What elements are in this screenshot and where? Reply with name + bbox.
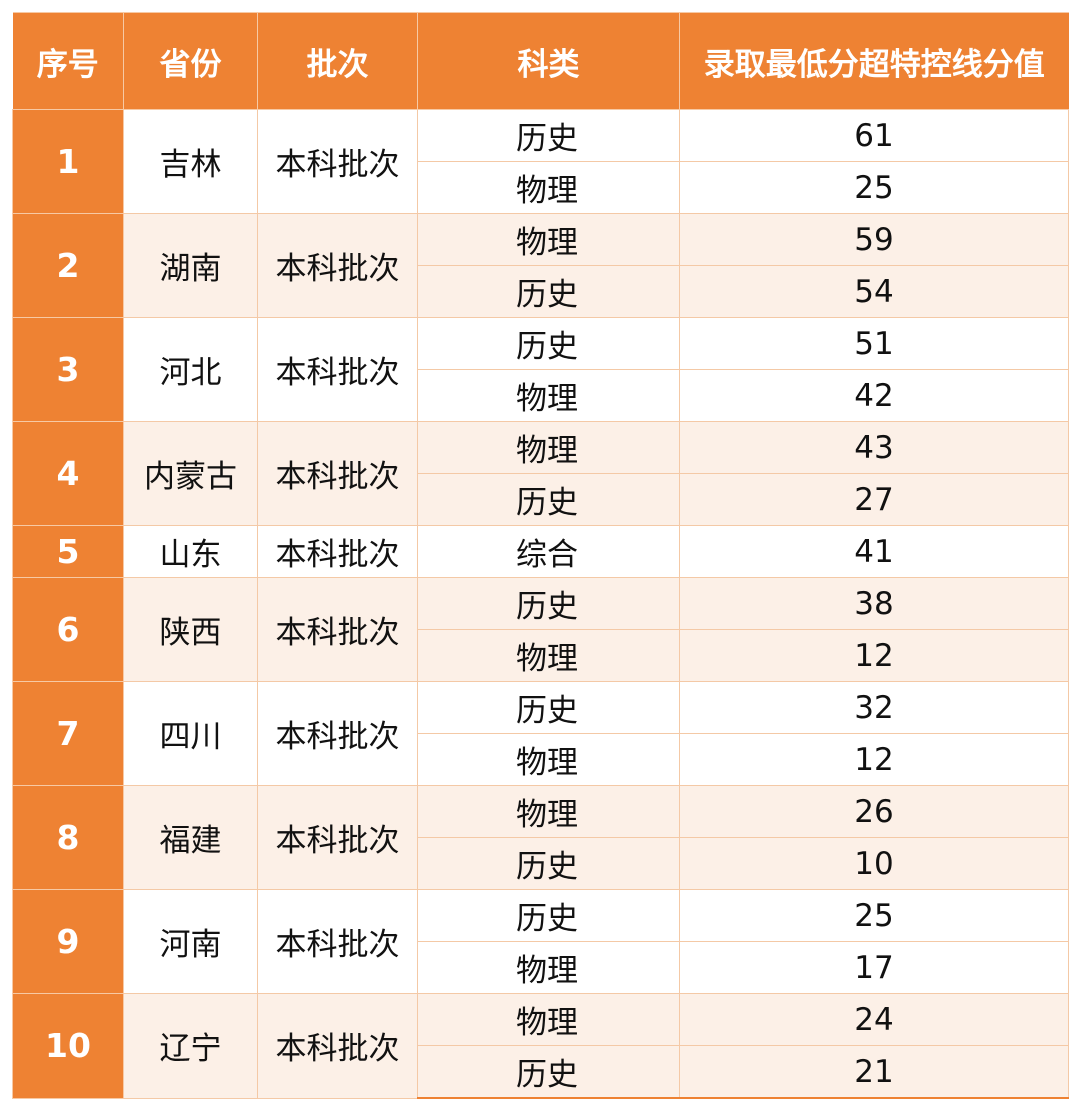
header-province: 省份 bbox=[123, 12, 258, 110]
subject-cell: 物理 bbox=[417, 161, 680, 214]
batch-cell: 本科批次 bbox=[257, 993, 418, 1099]
table-row: 物理 25 bbox=[13, 161, 1069, 214]
province-cell: 山东 bbox=[123, 525, 258, 578]
score-cell: 17 bbox=[679, 941, 1069, 994]
subject-cell: 历史 bbox=[417, 1045, 680, 1099]
subject-cell: 物理 bbox=[417, 733, 680, 786]
batch-cell: 本科批次 bbox=[257, 421, 418, 526]
score-cell: 61 bbox=[679, 109, 1069, 162]
row-index-cell: 7 bbox=[12, 681, 124, 786]
row-index-cell: 3 bbox=[12, 317, 124, 422]
score-cell: 38 bbox=[679, 577, 1069, 630]
province-cell: 陕西 bbox=[123, 577, 258, 682]
score-cell: 25 bbox=[679, 161, 1069, 214]
score-cell: 27 bbox=[679, 473, 1069, 526]
table-row: 物理 42 bbox=[13, 369, 1069, 422]
admission-score-table: 序号 省份 批次 科类 录取最低分超特控线分值 1 吉林 本科批次 历史 61 物理 25 2… bbox=[12, 12, 1069, 1099]
row-index-cell: 4 bbox=[12, 421, 124, 526]
subject-cell: 综合 bbox=[417, 525, 680, 578]
header-index: 序号 bbox=[12, 12, 124, 110]
score-cell: 12 bbox=[679, 629, 1069, 682]
score-cell: 42 bbox=[679, 369, 1069, 422]
score-cell: 41 bbox=[679, 525, 1069, 578]
table-row: 物理 12 bbox=[13, 629, 1069, 682]
score-cell: 43 bbox=[679, 421, 1069, 474]
table-body: 1 吉林 本科批次 历史 61 物理 25 2 湖南 本科批次 物理 59 历史 54 3 河北 本科批次 历史 5… bbox=[12, 109, 1069, 1099]
subject-cell: 历史 bbox=[417, 265, 680, 318]
table-row: 历史 21 bbox=[13, 1045, 1069, 1099]
score-cell: 59 bbox=[679, 213, 1069, 266]
table-row: 3 河北 本科批次 历史 51 bbox=[12, 317, 1069, 422]
province-cell: 辽宁 bbox=[123, 993, 258, 1099]
batch-cell: 本科批次 bbox=[257, 681, 418, 786]
score-cell: 51 bbox=[679, 317, 1069, 370]
table-row: 1 吉林 本科批次 历史 61 bbox=[12, 109, 1069, 214]
row-index-cell: 1 bbox=[12, 109, 124, 214]
subject-cell: 物理 bbox=[417, 941, 680, 994]
batch-cell: 本科批次 bbox=[257, 213, 418, 318]
row-index-cell: 10 bbox=[12, 993, 124, 1099]
subject-cell: 物理 bbox=[417, 993, 680, 1046]
row-index-cell: 2 bbox=[12, 213, 124, 318]
subject-cell: 历史 bbox=[417, 889, 680, 942]
province-cell: 湖南 bbox=[123, 213, 258, 318]
score-cell: 32 bbox=[679, 681, 1069, 734]
subject-cell: 物理 bbox=[417, 369, 680, 422]
subject-cell: 物理 bbox=[417, 213, 680, 266]
province-cell: 河南 bbox=[123, 889, 258, 994]
row-index-cell: 5 bbox=[12, 525, 124, 578]
header-subject: 科类 bbox=[417, 12, 680, 110]
province-cell: 河北 bbox=[123, 317, 258, 422]
score-cell: 24 bbox=[679, 993, 1069, 1046]
table-row: 8 福建 本科批次 物理 26 bbox=[12, 785, 1069, 890]
subject-cell: 历史 bbox=[417, 837, 680, 890]
batch-cell: 本科批次 bbox=[257, 317, 418, 422]
province-cell: 四川 bbox=[123, 681, 258, 786]
subject-cell: 历史 bbox=[417, 577, 680, 630]
header-batch: 批次 bbox=[257, 12, 418, 110]
table-row: 2 湖南 本科批次 物理 59 bbox=[12, 213, 1069, 318]
subject-cell: 历史 bbox=[417, 317, 680, 370]
table-row: 5 山东 本科批次 综合 41 bbox=[12, 525, 1069, 578]
score-cell: 25 bbox=[679, 889, 1069, 942]
score-cell: 21 bbox=[679, 1045, 1069, 1099]
batch-cell: 本科批次 bbox=[257, 577, 418, 682]
subject-cell: 物理 bbox=[417, 421, 680, 474]
province-cell: 福建 bbox=[123, 785, 258, 890]
table-header-row: 序号 省份 批次 科类 录取最低分超特控线分值 bbox=[12, 12, 1069, 110]
batch-cell: 本科批次 bbox=[257, 889, 418, 994]
subject-cell: 历史 bbox=[417, 681, 680, 734]
table-row: 6 陕西 本科批次 历史 38 bbox=[12, 577, 1069, 682]
score-cell: 12 bbox=[679, 733, 1069, 786]
subject-cell: 物理 bbox=[417, 785, 680, 838]
table-row: 7 四川 本科批次 历史 32 bbox=[12, 681, 1069, 786]
batch-cell: 本科批次 bbox=[257, 109, 418, 214]
province-cell: 吉林 bbox=[123, 109, 258, 214]
subject-cell: 物理 bbox=[417, 629, 680, 682]
score-cell: 10 bbox=[679, 837, 1069, 890]
subject-cell: 历史 bbox=[417, 109, 680, 162]
score-cell: 26 bbox=[679, 785, 1069, 838]
subject-cell: 历史 bbox=[417, 473, 680, 526]
row-index-cell: 6 bbox=[12, 577, 124, 682]
row-index-cell: 8 bbox=[12, 785, 124, 890]
table-row: 历史 27 bbox=[13, 473, 1069, 526]
table-row: 10 辽宁 本科批次 物理 24 bbox=[12, 993, 1069, 1099]
batch-cell: 本科批次 bbox=[257, 525, 418, 578]
score-cell: 54 bbox=[679, 265, 1069, 318]
table-row: 4 内蒙古 本科批次 物理 43 bbox=[12, 421, 1069, 526]
table-row: 9 河南 本科批次 历史 25 bbox=[12, 889, 1069, 994]
table-row: 历史 10 bbox=[13, 837, 1069, 890]
province-cell: 内蒙古 bbox=[123, 421, 258, 526]
table-row: 物理 12 bbox=[13, 733, 1069, 786]
header-score: 录取最低分超特控线分值 bbox=[679, 12, 1069, 110]
batch-cell: 本科批次 bbox=[257, 785, 418, 890]
row-index-cell: 9 bbox=[12, 889, 124, 994]
